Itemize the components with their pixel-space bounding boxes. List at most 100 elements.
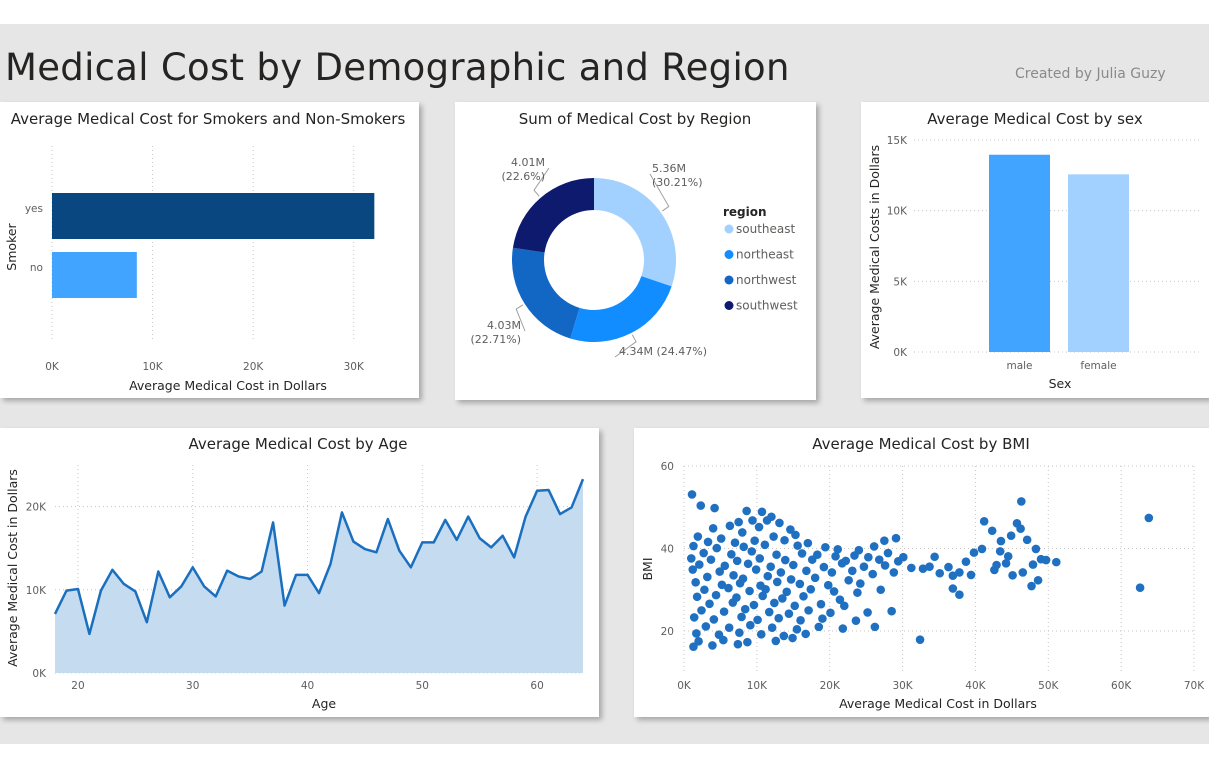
scatter-point	[948, 571, 958, 581]
scatter-point	[757, 507, 767, 517]
y-tick-label: no	[30, 262, 43, 274]
scatter-point	[851, 616, 861, 625]
scatter-point	[772, 577, 782, 587]
x-tick-label: 20K	[820, 680, 841, 692]
scatter-point	[880, 561, 890, 570]
y-tick-label: 40	[661, 544, 674, 556]
chart-title: Average Medical Cost by BMI	[812, 435, 1030, 453]
scatter-point	[863, 608, 872, 617]
sex-chart: Average Medical Cost by sex 0K 5K 10K 15K mal…	[867, 110, 1199, 391]
region-card[interactable]: Sum of Medical Cost by Region 5.36M (30.21…	[455, 102, 816, 400]
scatter-point	[838, 624, 848, 633]
scatter-point	[792, 625, 802, 634]
scatter-point	[819, 562, 829, 572]
scatter-point	[715, 567, 724, 576]
bmi-card[interactable]: Average Medical Cost by BMI 20 40 60 0K 10K 20…	[634, 428, 1209, 717]
scatter-point	[864, 552, 873, 562]
scatter-point	[850, 551, 859, 560]
scatter-point	[735, 578, 745, 588]
chart-title: Average Medical Cost by Age	[189, 435, 408, 453]
scatter-point	[779, 631, 789, 641]
scatter-point	[887, 606, 896, 616]
scatter-point	[915, 635, 925, 644]
scatter-point	[807, 555, 817, 564]
scatter-point	[839, 601, 849, 611]
y-tick-label: yes	[25, 203, 43, 215]
smokers-card[interactable]: Average Medical Cost for Smokers and Non…	[0, 102, 419, 398]
scatter-point	[1016, 524, 1025, 533]
scatter-point	[743, 637, 752, 647]
scatter-point	[778, 594, 787, 603]
scatter-point	[725, 521, 735, 531]
scatter-point	[827, 568, 837, 577]
scatter-point	[780, 555, 790, 565]
scatter-point	[786, 525, 795, 534]
scatter-point	[1135, 583, 1145, 592]
age-chart: Average Medical Cost by Age 0K 10K 20K 20 30 4…	[5, 435, 585, 711]
scatter-point	[955, 590, 964, 599]
scatter-point	[687, 490, 697, 499]
scatter-point	[766, 562, 775, 571]
scatter-point	[1006, 531, 1016, 541]
scatter-point	[706, 555, 716, 564]
smokers-chart: Average Medical Cost for Smokers and Non…	[4, 110, 405, 393]
scatter-point	[883, 548, 893, 558]
scatter-point	[935, 568, 945, 578]
scatter-point	[751, 565, 761, 574]
scatter-point	[796, 615, 805, 625]
scatter-point	[692, 592, 702, 602]
scatter-point	[961, 557, 971, 566]
scatter-point	[755, 554, 765, 563]
scatter-point	[889, 568, 899, 577]
scatter-point	[793, 541, 802, 550]
scatter-point	[734, 517, 743, 527]
scatter-point	[804, 606, 813, 615]
legend-item: southeast	[736, 222, 795, 236]
scatter-point	[728, 598, 738, 607]
scatter-point	[719, 607, 729, 616]
scatter-point	[844, 575, 853, 585]
leader-line	[614, 334, 637, 358]
scatter-point	[724, 623, 734, 632]
legend-marker	[724, 275, 734, 285]
scatter-point	[758, 591, 767, 601]
scatter-point	[829, 587, 839, 596]
scatter-point	[795, 579, 805, 589]
scatter-point	[987, 526, 997, 536]
data-label-pct: (30.21%)	[652, 176, 703, 189]
legend-marker	[724, 250, 734, 259]
scatter-point	[801, 629, 810, 639]
scatter-point	[767, 623, 777, 632]
scatter-point	[720, 561, 730, 571]
scatter-point	[729, 571, 738, 580]
scatter-point	[709, 615, 719, 624]
page-title: Medical Cost by Demographic and Region	[5, 46, 790, 89]
sex-card[interactable]: Average Medical Cost by sex 0K 5K 10K 15K mal…	[861, 102, 1209, 398]
scatter-point	[831, 552, 840, 561]
scatter-point	[782, 587, 792, 597]
scatter-point	[749, 600, 759, 610]
scatter-point	[788, 560, 798, 570]
legend-marker	[724, 301, 734, 310]
scatter-point	[995, 547, 1005, 556]
x-tick-label: 0K	[45, 361, 60, 373]
x-axis-label: Age	[312, 696, 336, 711]
scatter-point	[733, 639, 743, 649]
x-tick-label: 40	[301, 680, 314, 692]
leader-line	[515, 304, 526, 332]
y-tick-label: 0K	[32, 668, 47, 680]
scatter-point	[969, 548, 979, 557]
scatter-point	[788, 633, 797, 643]
scatter-point	[930, 552, 939, 562]
scatter-point	[816, 599, 826, 609]
x-tick-label: 10K	[142, 361, 163, 373]
scatter-point	[769, 532, 778, 541]
age-card[interactable]: Average Medical Cost by Age 0K 10K 20K 20 30 4…	[0, 428, 599, 717]
scatter-point	[856, 579, 865, 588]
scatter-point	[1033, 575, 1043, 585]
scatter-point	[719, 635, 728, 645]
data-label-pct: (22.71%)	[470, 333, 521, 346]
scatter-point	[712, 543, 722, 553]
scatter-point	[891, 533, 901, 543]
scatter-point	[724, 583, 733, 593]
